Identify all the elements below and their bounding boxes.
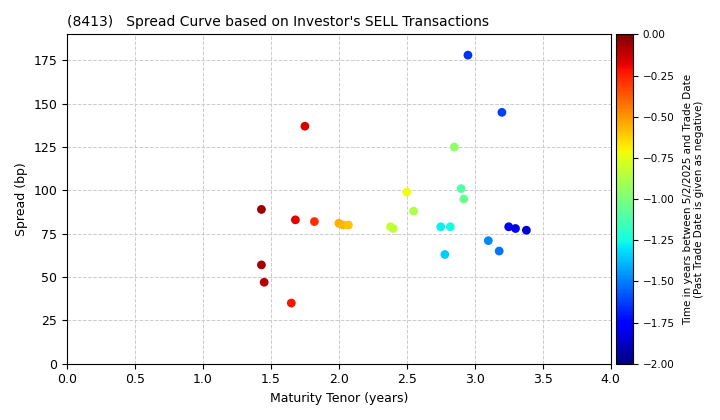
Point [256,206,267,213]
Point [521,227,532,234]
Point [333,220,345,227]
Point [408,208,419,215]
Point [286,300,297,307]
Point [449,144,460,150]
Point [493,248,505,255]
Y-axis label: Time in years between 5/2/2025 and Trade Date
(Past Trade Date is given as negat: Time in years between 5/2/2025 and Trade… [683,74,704,325]
X-axis label: Maturity Tenor (years): Maturity Tenor (years) [270,392,408,405]
Point [289,216,301,223]
Point [337,222,348,228]
Point [387,225,399,232]
Point [496,109,508,116]
Point [343,222,354,228]
Point [401,189,413,195]
Point [462,52,474,58]
Point [384,223,396,230]
Point [510,225,521,232]
Point [256,262,267,268]
Point [258,279,270,286]
Point [458,196,469,202]
Point [435,223,446,230]
Point [455,185,467,192]
Point [482,237,494,244]
Point [439,251,451,258]
Point [309,218,320,225]
Point [299,123,310,130]
Text: (8413)   Spread Curve based on Investor's SELL Transactions: (8413) Spread Curve based on Investor's … [67,15,489,29]
Point [503,223,515,230]
Point [444,223,456,230]
Y-axis label: Spread (bp): Spread (bp) [15,162,28,236]
